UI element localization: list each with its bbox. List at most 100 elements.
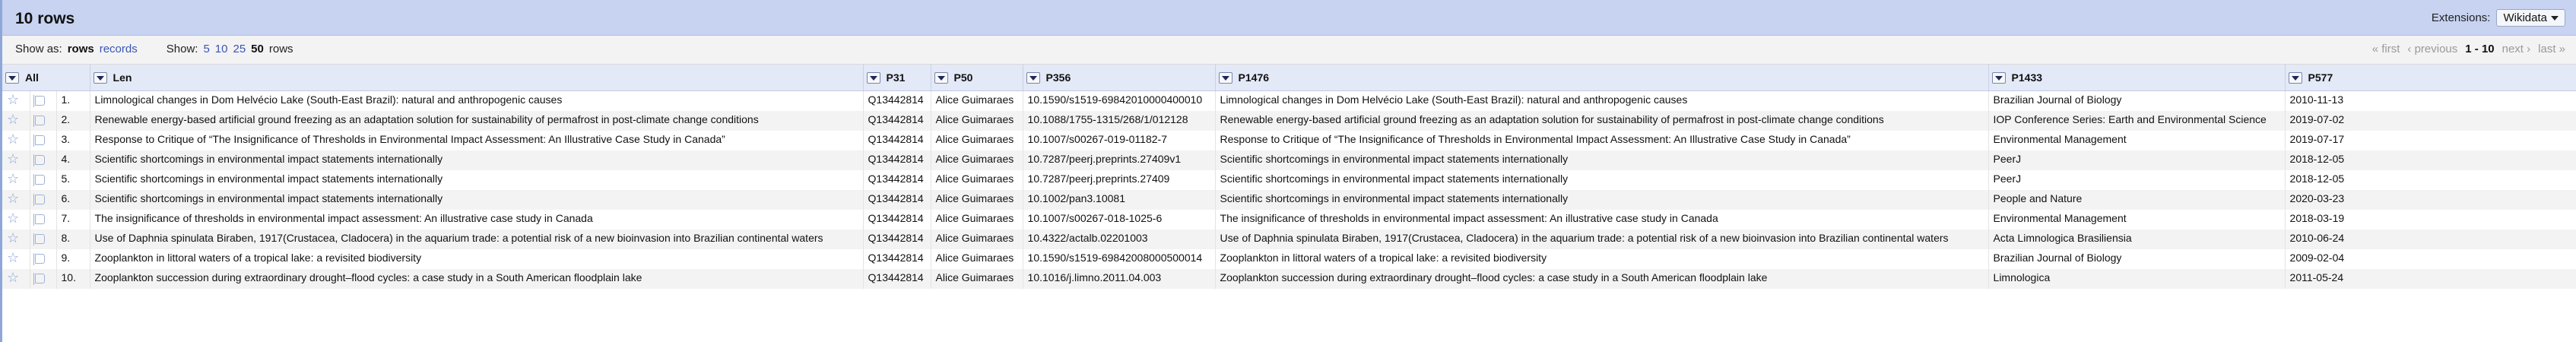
cell-p577[interactable]: 2010-11-13	[2285, 90, 2576, 111]
flag-icon[interactable]	[33, 273, 45, 285]
star-cell[interactable]: ☆	[2, 249, 30, 269]
flag-cell[interactable]	[30, 131, 57, 150]
cell-p50[interactable]: Alice Guimaraes	[931, 150, 1023, 170]
chevron-down-icon[interactable]	[93, 72, 107, 84]
cell-p1476[interactable]: Zooplankton succession during extraordin…	[1215, 269, 1989, 289]
star-icon[interactable]: ☆	[7, 112, 20, 127]
flag-icon[interactable]	[33, 135, 45, 147]
cell-p1476[interactable]: Response to Critique of “The Insignifica…	[1215, 131, 1989, 150]
cell-p356[interactable]: 10.1590/s1519-69842010000400010	[1023, 90, 1216, 111]
cell-p577[interactable]: 2020-03-23	[2285, 190, 2576, 210]
cell-len[interactable]: Renewable energy-based artificial ground…	[90, 111, 864, 131]
column-header-p1433[interactable]: P1433	[1988, 65, 2286, 91]
flag-icon[interactable]	[33, 95, 45, 107]
cell-p50[interactable]: Alice Guimaraes	[931, 111, 1023, 131]
cell-len[interactable]: Use of Daphnia spinulata Biraben, 1917(C…	[90, 230, 864, 249]
cell-p31[interactable]: Q13442814	[863, 190, 931, 210]
cell-p50[interactable]: Alice Guimaraes	[931, 170, 1023, 190]
cell-p31[interactable]: Q13442814	[863, 90, 931, 111]
cell-p356[interactable]: 10.7287/peerj.preprints.27409v1	[1023, 150, 1216, 170]
cell-p50[interactable]: Alice Guimaraes	[931, 249, 1023, 269]
page-size-10-link[interactable]: 10	[214, 43, 228, 55]
star-icon[interactable]: ☆	[7, 211, 20, 226]
page-size-25-link[interactable]: 25	[233, 43, 246, 55]
cell-p1476[interactable]: Use of Daphnia spinulata Biraben, 1917(C…	[1215, 230, 1989, 249]
cell-p356[interactable]: 10.1007/s00267-019-01182-7	[1023, 131, 1216, 150]
cell-p1433[interactable]: Brazilian Journal of Biology	[1988, 249, 2286, 269]
cell-len[interactable]: Limnological changes in Dom Helvécio Lak…	[90, 90, 864, 111]
column-header-p50[interactable]: P50	[931, 65, 1023, 91]
column-header-p31[interactable]: P31	[863, 65, 931, 91]
cell-p1476[interactable]: Zooplankton in littoral waters of a trop…	[1215, 249, 1989, 269]
column-header-all[interactable]: All	[2, 65, 90, 91]
cell-len[interactable]: Zooplankton succession during extraordin…	[90, 269, 864, 289]
cell-p356[interactable]: 10.1088/1755-1315/268/1/012128	[1023, 111, 1216, 131]
cell-len[interactable]: Scientific shortcomings in environmental…	[90, 190, 864, 210]
flag-icon[interactable]	[33, 174, 45, 186]
flag-cell[interactable]	[30, 90, 57, 111]
show-as-records-link[interactable]: records	[99, 43, 138, 55]
star-icon[interactable]: ☆	[7, 131, 20, 147]
cell-p1433[interactable]: Environmental Management	[1988, 210, 2286, 230]
chevron-down-icon[interactable]	[934, 72, 948, 84]
column-header-p577[interactable]: P577	[2285, 65, 2576, 91]
flag-icon[interactable]	[33, 154, 45, 166]
cell-p31[interactable]: Q13442814	[863, 150, 931, 170]
cell-p577[interactable]: 2019-07-02	[2285, 111, 2576, 131]
star-cell[interactable]: ☆	[2, 210, 30, 230]
cell-p31[interactable]: Q13442814	[863, 170, 931, 190]
cell-p1476[interactable]: Scientific shortcomings in environmental…	[1215, 150, 1989, 170]
star-cell[interactable]: ☆	[2, 190, 30, 210]
cell-p1433[interactable]: Acta Limnologica Brasiliensia	[1988, 230, 2286, 249]
star-cell[interactable]: ☆	[2, 230, 30, 249]
flag-cell[interactable]	[30, 249, 57, 269]
pager-last-link[interactable]: last »	[2538, 43, 2565, 55]
flag-cell[interactable]	[30, 269, 57, 289]
cell-p50[interactable]: Alice Guimaraes	[931, 269, 1023, 289]
pager-next-link[interactable]: next ›	[2501, 43, 2531, 55]
star-icon[interactable]: ☆	[7, 270, 20, 285]
cell-p50[interactable]: Alice Guimaraes	[931, 230, 1023, 249]
star-cell[interactable]: ☆	[2, 111, 30, 131]
star-icon[interactable]: ☆	[7, 151, 20, 166]
star-icon[interactable]: ☆	[7, 171, 20, 186]
chevron-down-icon[interactable]	[866, 72, 880, 84]
column-header-p356[interactable]: P356	[1023, 65, 1216, 91]
pager-previous-link[interactable]: ‹ previous	[2407, 43, 2458, 55]
cell-p577[interactable]: 2009-02-04	[2285, 249, 2576, 269]
cell-len[interactable]: Zooplankton in littoral waters of a trop…	[90, 249, 864, 269]
cell-p577[interactable]: 2010-06-24	[2285, 230, 2576, 249]
cell-p31[interactable]: Q13442814	[863, 269, 931, 289]
flag-cell[interactable]	[30, 150, 57, 170]
flag-icon[interactable]	[33, 214, 45, 226]
cell-p356[interactable]: 10.4322/actalb.02201003	[1023, 230, 1216, 249]
cell-p1433[interactable]: Environmental Management	[1988, 131, 2286, 150]
chevron-down-icon[interactable]	[2288, 72, 2302, 84]
cell-p1433[interactable]: PeerJ	[1988, 170, 2286, 190]
cell-p50[interactable]: Alice Guimaraes	[931, 90, 1023, 111]
cell-p50[interactable]: Alice Guimaraes	[931, 210, 1023, 230]
star-cell[interactable]: ☆	[2, 269, 30, 289]
cell-p356[interactable]: 10.7287/peerj.preprints.27409	[1023, 170, 1216, 190]
show-as-rows-option[interactable]: rows	[67, 43, 94, 55]
page-size-50-current[interactable]: 50	[251, 43, 264, 55]
cell-p577[interactable]: 2011-05-24	[2285, 269, 2576, 289]
cell-p1476[interactable]: Scientific shortcomings in environmental…	[1215, 170, 1989, 190]
chevron-down-icon[interactable]	[1991, 72, 2006, 84]
page-size-5-link[interactable]: 5	[203, 43, 210, 55]
star-cell[interactable]: ☆	[2, 150, 30, 170]
cell-p356[interactable]: 10.1016/j.limno.2011.04.003	[1023, 269, 1216, 289]
flag-icon[interactable]	[33, 253, 45, 265]
cell-p356[interactable]: 10.1590/s1519-69842008000500014	[1023, 249, 1216, 269]
cell-p577[interactable]: 2019-07-17	[2285, 131, 2576, 150]
cell-p50[interactable]: Alice Guimaraes	[931, 190, 1023, 210]
star-cell[interactable]: ☆	[2, 131, 30, 150]
cell-p1433[interactable]: IOP Conference Series: Earth and Environ…	[1988, 111, 2286, 131]
chevron-down-icon[interactable]	[1218, 72, 1232, 84]
cell-p1433[interactable]: Limnologica	[1988, 269, 2286, 289]
cell-p31[interactable]: Q13442814	[863, 249, 931, 269]
pager-first-link[interactable]: « first	[2371, 43, 2400, 55]
star-icon[interactable]: ☆	[7, 92, 20, 107]
star-icon[interactable]: ☆	[7, 230, 20, 245]
wikidata-extension-button[interactable]: Wikidata	[2496, 9, 2565, 27]
